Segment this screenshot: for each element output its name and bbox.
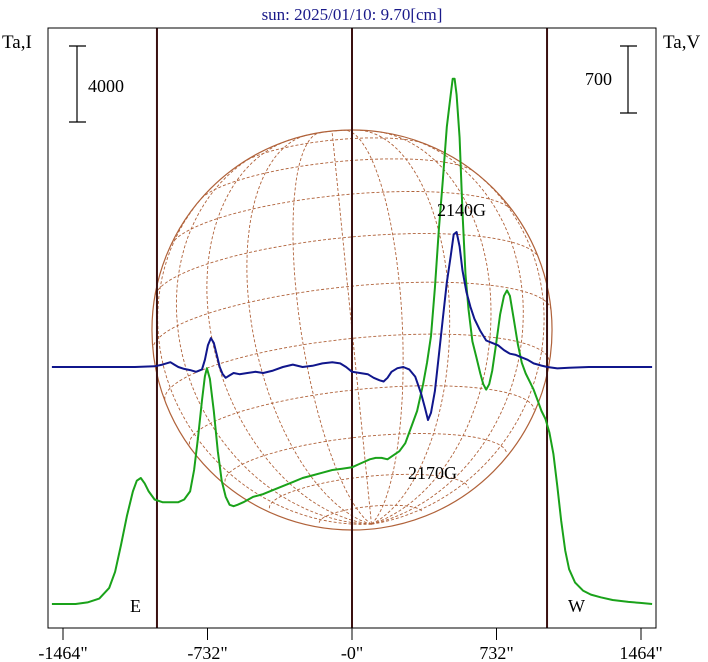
meridian-line [371, 138, 524, 525]
x-tick-label: -732" [187, 643, 227, 662]
west-limb-label: W [568, 596, 585, 616]
parallel-line [224, 433, 507, 482]
x-axis-ticks: -1464" -732" -0" 732" 1464" [38, 628, 663, 662]
left-axis-label: Ta,I [2, 32, 32, 53]
parallel-line [243, 137, 426, 163]
meridian-line [246, 134, 372, 525]
parallel-line [152, 281, 552, 350]
meridian-line [331, 131, 372, 525]
stokes-v-line [51, 231, 653, 421]
stokes-i-line [51, 77, 653, 605]
meridian-line [292, 132, 372, 525]
x-tick-label: 1464" [619, 643, 662, 662]
parallel-line [188, 385, 535, 445]
parallel-line [154, 233, 539, 295]
solar-disk-grid [152, 129, 552, 525]
series-layer [51, 77, 653, 605]
parallel-line [171, 191, 513, 245]
meridian-line [357, 129, 451, 525]
left-scale-bar [69, 45, 86, 123]
meridian-line [175, 154, 372, 525]
right-scale-bar-label: 700 [585, 69, 612, 89]
meridian-line [157, 190, 372, 525]
right-axis-label: Ta,V [663, 32, 700, 53]
x-tick-label: -1464" [38, 643, 87, 662]
chart-title: sun: 2025/01/10: 9.70[cm] [262, 5, 443, 24]
left-scale-bar-label: 4000 [88, 76, 124, 96]
east-limb-label: E [130, 596, 141, 616]
parallel-line [201, 158, 474, 199]
parallel-line [318, 504, 423, 523]
meridian-line [345, 129, 404, 525]
annotation-2140g: 2140G [437, 200, 486, 220]
x-tick-label: -0" [341, 643, 363, 662]
solar-disk [151, 129, 553, 531]
x-tick-label: 732" [479, 643, 513, 662]
parallel-line [268, 473, 469, 509]
limb-and-center-lines [155, 28, 549, 628]
meridian-line [206, 139, 372, 525]
parallel-line [164, 333, 550, 400]
annotation-2170g: 2170G [408, 463, 457, 483]
right-scale-bar [620, 45, 637, 114]
